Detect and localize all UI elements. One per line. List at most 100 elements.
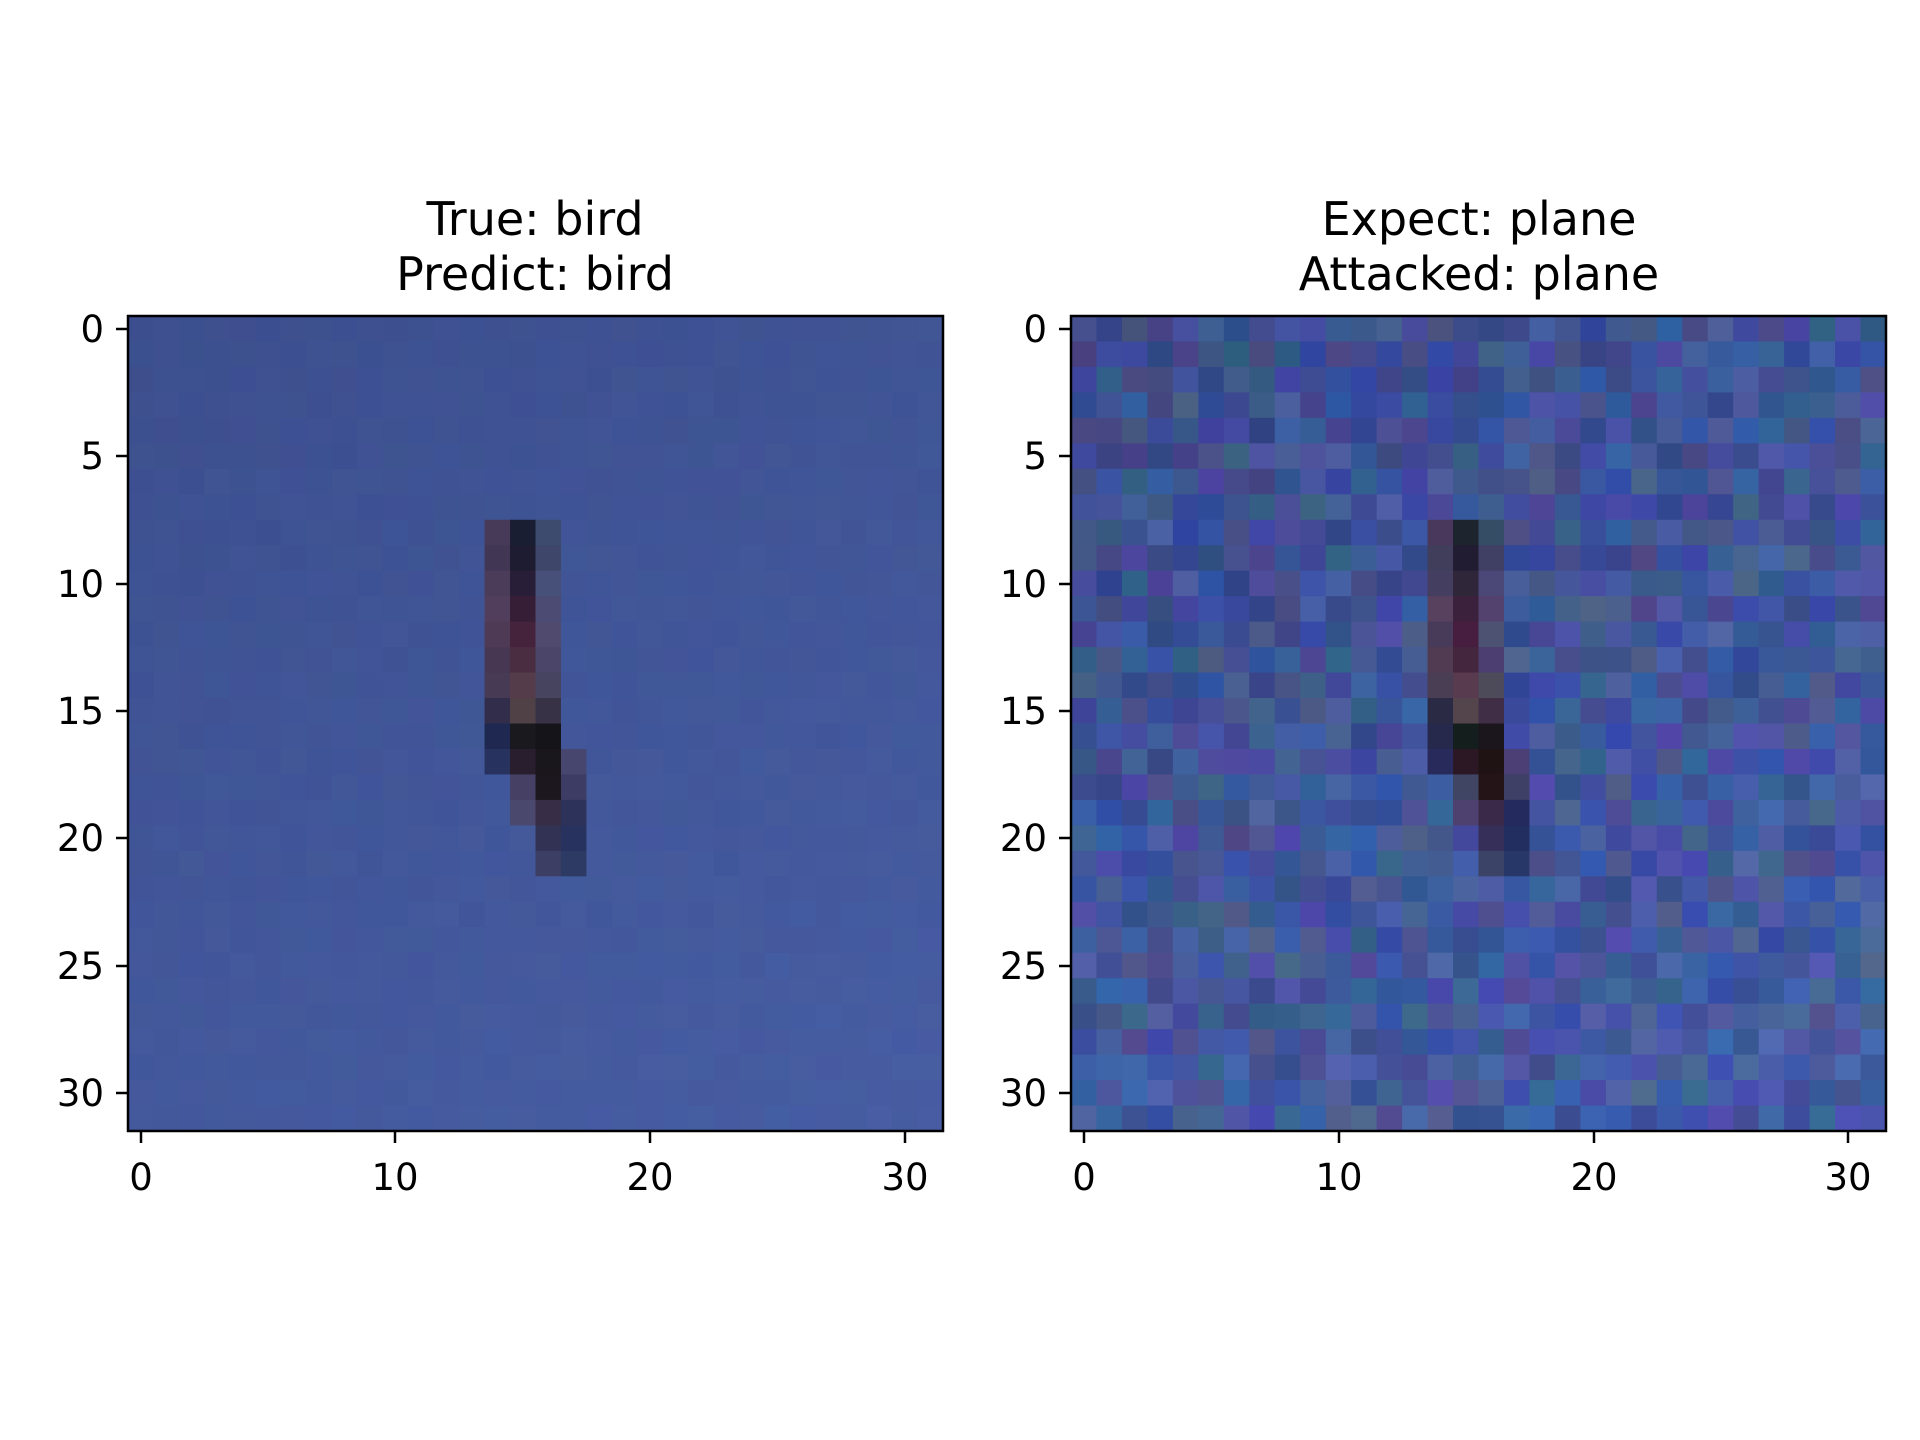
image-pixel [713, 570, 740, 597]
image-pixel [1656, 1054, 1683, 1081]
y-tick: 25 [1000, 945, 1071, 988]
image-pixel [1860, 774, 1887, 801]
image-pixel [1478, 1080, 1505, 1107]
image-pixel [1656, 621, 1683, 648]
image-pixel [815, 774, 842, 801]
image-pixel [790, 494, 817, 521]
image-pixel [459, 366, 486, 394]
image-pixel [1427, 1029, 1454, 1056]
image-pixel [484, 468, 511, 495]
image-pixel [1605, 366, 1632, 394]
image-pixel [1860, 850, 1887, 877]
image-pixel [1147, 901, 1174, 928]
image-pixel [1758, 596, 1785, 623]
image-pixel [306, 876, 333, 903]
image-pixel [586, 443, 613, 470]
image-pixel [1249, 570, 1276, 597]
image-pixel [1351, 468, 1378, 495]
image-pixel [892, 876, 919, 903]
image-pixel [892, 1003, 919, 1030]
image-pixel [1453, 672, 1480, 699]
image-pixel [1300, 1029, 1327, 1056]
image-pixel [1376, 545, 1403, 572]
image-pixel [1682, 647, 1709, 674]
image-pixel [1707, 748, 1734, 776]
image-pixel [535, 1054, 562, 1081]
image-pixel [306, 596, 333, 623]
image-pixel [1427, 417, 1454, 444]
image-pixel [841, 799, 868, 826]
image-pixel [357, 774, 384, 801]
image-pixel [1376, 927, 1403, 954]
image-pixel [1427, 723, 1454, 750]
image-pixel [764, 1054, 791, 1081]
image-pixel [1249, 494, 1276, 521]
image-pixel [229, 1054, 256, 1081]
image-pixel [1223, 952, 1250, 979]
image-pixel [1351, 621, 1378, 648]
image-pixel [739, 316, 766, 343]
image-pixel [1835, 494, 1862, 521]
image-pixel [1402, 417, 1429, 444]
image-pixel [917, 570, 944, 597]
image-pixel [1300, 443, 1327, 470]
image-pixel [688, 723, 715, 750]
x-tick-label: 10 [1315, 1156, 1362, 1199]
image-pixel [1453, 570, 1480, 597]
image-pixel [739, 1029, 766, 1056]
image-pixel [1071, 825, 1098, 852]
image-pixel [1249, 1054, 1276, 1081]
image-pixel [1707, 545, 1734, 572]
image-pixel [1427, 876, 1454, 903]
image-pixel [459, 672, 486, 699]
image-pixel [153, 366, 180, 394]
image-pixel [611, 774, 638, 801]
image-pixel [1249, 596, 1276, 623]
image-pixel [688, 1029, 715, 1056]
x-tick: 10 [1315, 1131, 1363, 1199]
image-pixel [1503, 825, 1531, 852]
image-pixel [1631, 952, 1658, 979]
image-pixel [1529, 341, 1556, 368]
image-pixel [255, 1105, 282, 1132]
image-pixel [306, 799, 333, 826]
image-pixel [331, 468, 358, 495]
image-pixel [1121, 366, 1149, 394]
image-pixel [178, 927, 206, 954]
image-pixel [178, 417, 206, 444]
image-pixel [204, 1080, 231, 1107]
image-pixel [255, 799, 282, 826]
image-pixel [1223, 876, 1250, 903]
image-pixel [1427, 621, 1454, 648]
image-pixel [790, 799, 817, 826]
image-pixel [1733, 774, 1760, 801]
image-pixel [892, 621, 919, 648]
image-pixel [1427, 519, 1454, 546]
image-pixel [255, 978, 282, 1005]
image-pixel [1427, 1080, 1454, 1107]
image-pixel [790, 596, 817, 623]
image-pixel [1631, 850, 1658, 877]
image-pixel [1300, 392, 1327, 419]
image-pixel [1300, 850, 1327, 877]
image-pixel [713, 596, 740, 623]
image-pixel [1554, 621, 1581, 648]
panel-title-line1: True: bird [425, 192, 643, 246]
image-pixel [510, 1080, 537, 1107]
image-pixel [1325, 647, 1352, 674]
image-pixel [357, 698, 384, 725]
image-pixel [790, 316, 817, 343]
image-pixel [1682, 519, 1709, 546]
image-pixel [1733, 316, 1760, 343]
image-pixel [764, 468, 791, 495]
image-pixel [280, 825, 307, 852]
image-pixel [1503, 952, 1531, 979]
image-pixel [841, 494, 868, 521]
image-pixel [1198, 494, 1225, 521]
image-pixel [382, 519, 409, 546]
image-pixel [229, 647, 256, 674]
image-pixel [611, 570, 638, 597]
image-pixel [560, 799, 588, 826]
image-pixel [611, 850, 638, 877]
